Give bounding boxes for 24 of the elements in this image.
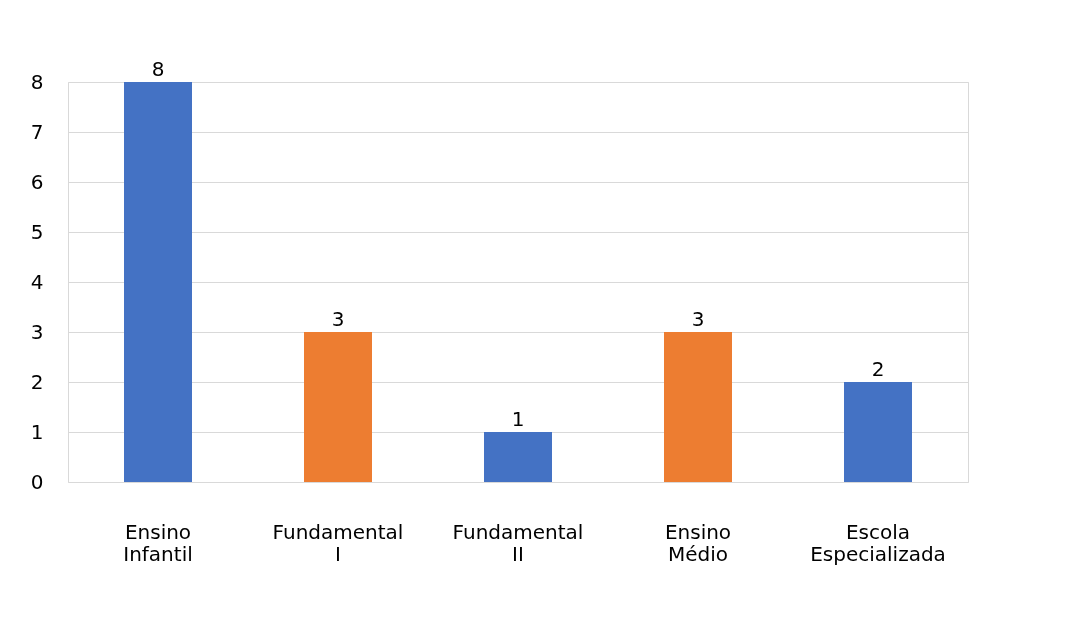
x-tick-label: Ensino Infantil (123, 519, 193, 566)
x-tick-label: Escola Especializada (810, 519, 946, 566)
y-tick-label: 2 (30, 369, 44, 394)
x-tick-label: Fundamental II (452, 519, 584, 566)
x-tick-label: Fundamental I (272, 519, 404, 566)
bar (844, 382, 912, 482)
y-tick-label: 5 (30, 219, 44, 244)
y-tick-label: 6 (30, 169, 44, 194)
y-tick-label: 1 (30, 419, 44, 444)
data-label: 2 (871, 357, 885, 381)
bar (664, 332, 732, 482)
bar (484, 432, 552, 482)
y-tick-label: 4 (30, 269, 44, 294)
y-tick-label: 7 (30, 119, 44, 144)
x-tick-label: Ensino Médio (664, 519, 732, 566)
bar (304, 332, 372, 482)
y-tick-label: 0 (30, 469, 44, 494)
data-label: 3 (691, 307, 705, 331)
y-tick-label: 3 (30, 319, 44, 344)
bar (124, 82, 192, 482)
data-label: 3 (331, 307, 345, 331)
y-tick-label: 8 (30, 69, 44, 94)
data-label: 8 (151, 57, 165, 81)
data-label: 1 (511, 407, 525, 431)
